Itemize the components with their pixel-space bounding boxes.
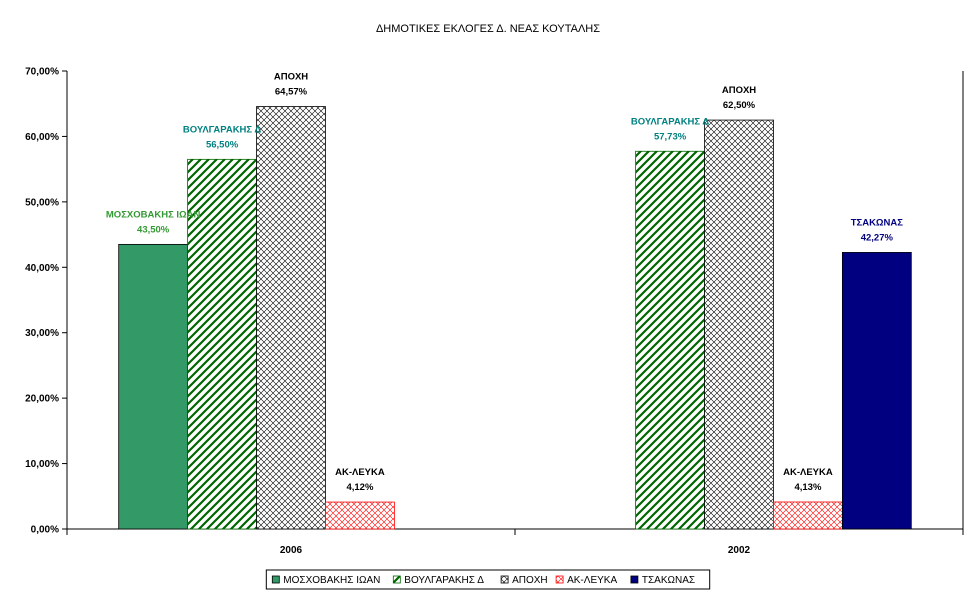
data-label-name: ΜΟΣΧΟΒΑΚΗΣ ΙΩΑΝ	[106, 209, 201, 220]
legend-swatch	[555, 575, 564, 584]
legend-swatch	[271, 575, 280, 584]
legend: ΜΟΣΧΟΒΑΚΗΣ ΙΩΑΝ ΒΟΥΛΓΑΡΑΚΗΣ Δ ΑΠΟΧΗ ΑΚ-ΛΕΥΚ…	[265, 569, 711, 590]
y-tick-label: 20,00%	[25, 394, 59, 405]
bar	[773, 501, 843, 530]
data-label-name: ΑΚ-ΛΕΥΚΑ	[335, 467, 385, 478]
bar	[256, 106, 326, 530]
legend-label: ΑΚ-ΛΕΥΚΑ	[567, 575, 617, 586]
data-label-name: ΑΚ-ΛΕΥΚΑ	[783, 467, 833, 478]
y-tick-label: 60,00%	[25, 132, 59, 143]
data-label-value: 42,27%	[861, 232, 894, 243]
data-label-value: 4,12%	[346, 482, 373, 493]
data-label-value: 43,50%	[137, 224, 170, 235]
data-labels: ΜΟΣΧΟΒΑΚΗΣ ΙΩΑΝ 43,50% ΒΟΥΛΓΑΡΑΚΗΣ Δ 56,50%…	[106, 72, 903, 494]
legend-label: ΤΣΑΚΩΝΑΣ	[642, 575, 695, 586]
legend-label: ΑΠΟΧΗ	[512, 575, 548, 586]
bar	[704, 119, 774, 530]
y-tick-label: 10,00%	[25, 459, 59, 470]
data-label-name: ΒΟΥΛΓΑΡΑΚΗΣ Δ	[631, 116, 710, 127]
legend-swatch	[392, 575, 401, 584]
y-axis: 0,00% 10,00% 20,00% 30,00% 40,00% 50,00% 60,00…	[25, 67, 68, 536]
bar	[187, 158, 257, 530]
y-tick-label: 30,00%	[25, 328, 59, 339]
data-label-name: ΤΣΑΚΩΝΑΣ	[851, 217, 904, 228]
bar	[841, 252, 912, 530]
data-label-value: 57,73%	[654, 131, 687, 142]
data-label-value: 4,13%	[794, 482, 821, 493]
data-label-name: ΑΠΟΧΗ	[722, 85, 756, 96]
legend-label: ΒΟΥΛΓΑΡΑΚΗΣ Δ	[404, 575, 484, 586]
bar	[635, 150, 705, 530]
legend-swatch	[500, 575, 509, 584]
legend-swatch	[630, 575, 639, 584]
data-label-name: ΒΟΥΛΓΑΡΑΚΗΣ Δ	[183, 124, 262, 135]
legend-box	[265, 569, 711, 590]
data-label-value: 64,57%	[275, 87, 308, 98]
y-tick-label: 0,00%	[31, 525, 59, 536]
chart-title: ΔΗΜΟΤΙΚΕΣ ΕΚΛΟΓΕΣ Δ. ΝΕΑΣ ΚΟΥΤΑΛΗΣ	[376, 23, 600, 35]
data-label-name: ΑΠΟΧΗ	[274, 72, 308, 83]
bar	[118, 243, 189, 530]
x-tick-label: 2002	[728, 545, 751, 556]
bars	[118, 106, 912, 530]
y-tick-label: 70,00%	[25, 67, 59, 78]
data-label-value: 56,50%	[206, 139, 239, 150]
legend-label: ΜΟΣΧΟΒΑΚΗΣ ΙΩΑΝ	[283, 575, 380, 586]
data-label-value: 62,50%	[723, 100, 756, 111]
x-tick-label: 2006	[280, 545, 303, 556]
y-tick-label: 40,00%	[25, 263, 59, 274]
bar	[325, 501, 395, 530]
y-tick-label: 50,00%	[25, 197, 59, 208]
